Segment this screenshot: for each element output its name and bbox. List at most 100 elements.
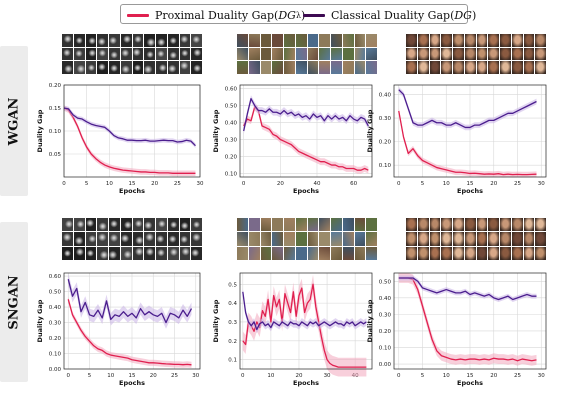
sample-thumb bbox=[500, 218, 511, 232]
ytick-label: 0.20 bbox=[225, 155, 238, 161]
sample-thumb bbox=[342, 47, 354, 61]
sample-thumb bbox=[511, 218, 523, 232]
ytick-label: 0.20 bbox=[49, 83, 62, 89]
sample-thumb bbox=[342, 246, 354, 260]
sample-thumb bbox=[476, 34, 488, 47]
ytick-label: 0.50 bbox=[49, 290, 62, 296]
xtick-label: 60 bbox=[350, 181, 357, 187]
legend-math-proximal: DG bbox=[278, 8, 296, 22]
chart-wgan-1: 0.05 0.10 0.15 0.20 0 5 10 15 20 25 30 Epochs Dualit… bbox=[36, 83, 204, 195]
sample-thumb bbox=[191, 232, 202, 246]
series-line-classical bbox=[242, 291, 367, 331]
sample-thumb bbox=[167, 232, 179, 246]
row-band-sngan bbox=[0, 222, 28, 382]
sample-thumb bbox=[476, 218, 488, 232]
xtick-label: 30 bbox=[324, 373, 331, 379]
ytick-label: 0.60 bbox=[225, 86, 238, 92]
sample-thumb bbox=[511, 246, 523, 260]
ytick-label: 0.30 bbox=[379, 116, 392, 122]
sample-thumb bbox=[319, 232, 330, 246]
ytick-label: 0.00 bbox=[49, 367, 62, 373]
xtick-label: 15 bbox=[129, 373, 136, 379]
sample-thumb bbox=[248, 218, 260, 232]
sample-thumb bbox=[167, 218, 179, 232]
series-band bbox=[243, 95, 369, 135]
xtick-label: 10 bbox=[107, 373, 114, 379]
sample-thumb bbox=[464, 246, 476, 260]
series-band bbox=[64, 105, 196, 177]
sample-thumb bbox=[500, 34, 511, 47]
sample-thumb bbox=[97, 61, 108, 74]
ytick-label: 0.40 bbox=[225, 120, 238, 126]
sample-thumb bbox=[417, 47, 429, 61]
sample-thumb bbox=[62, 232, 73, 246]
sample-thumb bbox=[179, 47, 191, 61]
sample-thumb bbox=[464, 34, 476, 47]
sample-thumb bbox=[331, 47, 342, 61]
sample-thumb bbox=[284, 61, 295, 74]
sample-thumb bbox=[144, 246, 155, 260]
sample-thumb bbox=[260, 218, 272, 232]
xtick-label: 0 bbox=[397, 373, 401, 379]
y-axis-label: Duality Gap bbox=[212, 109, 220, 152]
xtick-label: 0 bbox=[67, 373, 71, 379]
series-line-proximal bbox=[242, 283, 367, 368]
sample-thumb bbox=[144, 61, 155, 74]
plot-frame bbox=[63, 272, 201, 370]
sample-thumb bbox=[73, 232, 85, 246]
ytick-label: 0.1 bbox=[228, 358, 237, 364]
sample-thumb bbox=[406, 246, 417, 260]
sample-thumb bbox=[366, 232, 377, 246]
sample-thumb bbox=[260, 246, 272, 260]
sample-thumb bbox=[156, 232, 167, 246]
sample-thumb bbox=[488, 232, 499, 246]
sample-thumb bbox=[144, 232, 155, 246]
sample-thumb bbox=[284, 218, 295, 232]
series-line-proximal bbox=[243, 106, 369, 171]
sample-thumb bbox=[272, 34, 283, 47]
sample-thumb bbox=[464, 61, 476, 74]
sample-thumb bbox=[429, 47, 441, 61]
sample-thumb bbox=[366, 218, 377, 232]
sample-thumb bbox=[248, 246, 260, 260]
sample-thumb bbox=[441, 34, 452, 47]
sample-thumb bbox=[179, 218, 191, 232]
xtick-label: 25 bbox=[514, 373, 521, 379]
sample-thumb bbox=[523, 47, 535, 61]
ytick-label: 0.40 bbox=[379, 92, 392, 98]
x-axis-label: Epochs bbox=[293, 187, 319, 195]
sample-thumb bbox=[62, 61, 73, 74]
sample-thumb bbox=[272, 47, 283, 61]
ytick-label: 0.30 bbox=[379, 312, 392, 318]
sample-thumb bbox=[523, 246, 535, 260]
sample-thumb bbox=[476, 246, 488, 260]
sample-thumb bbox=[488, 61, 499, 74]
sample-thumb bbox=[260, 232, 272, 246]
series-line-classical bbox=[398, 89, 537, 129]
xtick-label: 25 bbox=[514, 181, 521, 187]
sample-thumb bbox=[144, 218, 155, 232]
sample-thumb bbox=[441, 61, 452, 74]
sample-thumb bbox=[156, 246, 167, 260]
sample-thumb bbox=[260, 34, 272, 47]
sample-thumb bbox=[441, 218, 452, 232]
sample-thumb bbox=[156, 61, 167, 74]
plot-frame bbox=[239, 84, 373, 178]
xtick-label: 5 bbox=[85, 181, 89, 187]
xtick-label: 25 bbox=[174, 181, 181, 187]
sample-thumb bbox=[272, 218, 283, 232]
sample-thumb bbox=[85, 218, 97, 232]
sample-thumb bbox=[109, 246, 120, 260]
legend-math-classical: DG bbox=[454, 8, 472, 22]
sample-thumb bbox=[476, 232, 488, 246]
sample-thumb bbox=[295, 47, 307, 61]
sample-thumb bbox=[109, 218, 120, 232]
sample-thumb bbox=[237, 34, 248, 47]
sample-thumb bbox=[511, 61, 523, 74]
sample-thumb bbox=[406, 232, 417, 246]
sample-thumb bbox=[85, 61, 97, 74]
sample-thumb bbox=[62, 246, 73, 260]
xtick-label: 40 bbox=[314, 181, 321, 187]
ytick-label: 0.10 bbox=[379, 345, 392, 351]
y-axis-label: Duality Gap bbox=[212, 299, 220, 342]
